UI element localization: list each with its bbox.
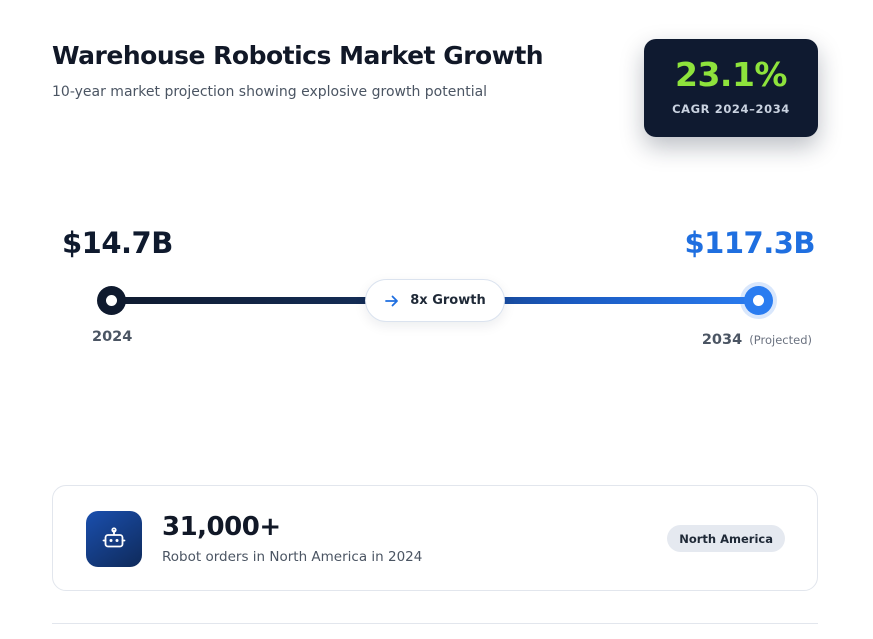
growth-pill: 8x Growth [365,279,505,322]
bottom-divider [52,623,818,624]
end-market-value: $117.3B [684,226,815,260]
region-badge: North America [667,525,785,552]
growth-label: 8x Growth [410,293,486,308]
stat-description: Robot orders in North America in 2024 [162,549,423,565]
end-point-marker [744,286,773,315]
page-title: Warehouse Robotics Market Growth [52,41,544,70]
cagr-card: 23.1% CAGR 2024–2034 [644,39,818,137]
cagr-value: 23.1% [675,55,788,94]
stat-value: 31,000+ [162,512,281,542]
start-year: 2024 [92,329,133,345]
start-market-value: $14.7B [62,226,173,260]
stat-card: 31,000+ Robot orders in North America in… [52,485,818,591]
page-subtitle: 10-year market projection showing explos… [52,84,488,100]
robot-icon-tile [86,511,142,567]
start-point-marker [97,286,126,315]
end-year: 2034 [701,332,743,348]
cagr-label: CAGR 2024–2034 [672,102,790,116]
arrow-right-icon [385,295,399,306]
end-year-group: 2034 (Projected) [702,329,812,348]
end-year-note: (Projected) [749,333,812,347]
robot-icon [102,527,126,548]
